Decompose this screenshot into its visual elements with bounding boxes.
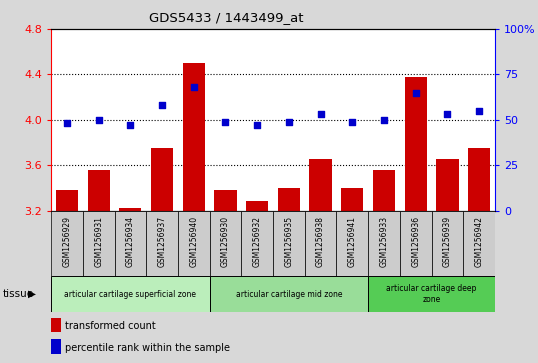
Bar [214,190,237,211]
Point [94,117,103,123]
Bar [115,211,146,276]
Text: GSM1256930: GSM1256930 [221,216,230,267]
Bar [183,63,205,211]
Bar [146,211,178,276]
Point [380,117,388,123]
Bar [210,276,368,312]
Text: GSM1256931: GSM1256931 [94,216,103,267]
Point [348,119,357,125]
Bar [178,211,210,276]
Text: articular cartilage mid zone: articular cartilage mid zone [236,290,342,298]
Bar [405,77,427,211]
Text: transformed count: transformed count [65,321,155,331]
Bar [368,211,400,276]
Bar [400,211,431,276]
Bar [436,159,458,211]
Bar [431,211,463,276]
Bar [51,211,83,276]
Bar [368,276,495,312]
Bar [278,188,300,211]
Text: GSM1256932: GSM1256932 [253,216,261,267]
Text: percentile rank within the sample: percentile rank within the sample [65,343,230,353]
Text: GSM1256942: GSM1256942 [475,216,484,267]
Text: GSM1256939: GSM1256939 [443,216,452,267]
Text: GDS5433 / 1443499_at: GDS5433 / 1443499_at [148,11,303,24]
Bar [151,148,173,211]
Point [158,102,166,108]
Bar [463,211,495,276]
Bar [246,201,268,211]
Bar [305,211,336,276]
Bar [468,148,490,211]
Text: GSM1256933: GSM1256933 [379,216,388,267]
Bar [88,170,110,211]
Point [475,108,484,114]
Text: tissue: tissue [3,289,34,299]
Point [62,121,71,126]
Bar [336,211,368,276]
Point [189,84,198,90]
Point [285,119,293,125]
Text: ▶: ▶ [28,289,36,299]
Text: GSM1256934: GSM1256934 [126,216,135,267]
Point [443,111,452,117]
Text: GSM1256941: GSM1256941 [348,216,357,267]
Bar [210,211,242,276]
Text: GSM1256940: GSM1256940 [189,216,199,267]
Point [253,122,261,128]
Bar [83,211,115,276]
Bar [119,208,141,211]
Text: GSM1256929: GSM1256929 [62,216,72,267]
Bar [273,211,305,276]
Text: GSM1256935: GSM1256935 [285,216,293,267]
Bar [341,188,363,211]
Point [412,90,420,95]
Bar [242,211,273,276]
Bar [373,170,395,211]
Point [316,111,325,117]
Bar [51,276,210,312]
Bar [309,159,332,211]
Point [126,122,134,128]
Text: GSM1256937: GSM1256937 [158,216,167,267]
Bar [56,190,78,211]
Text: GSM1256938: GSM1256938 [316,216,325,267]
Point [221,119,230,125]
Text: GSM1256936: GSM1256936 [411,216,420,267]
Text: articular cartilage superficial zone: articular cartilage superficial zone [65,290,196,298]
Text: articular cartilage deep
zone: articular cartilage deep zone [386,284,477,304]
